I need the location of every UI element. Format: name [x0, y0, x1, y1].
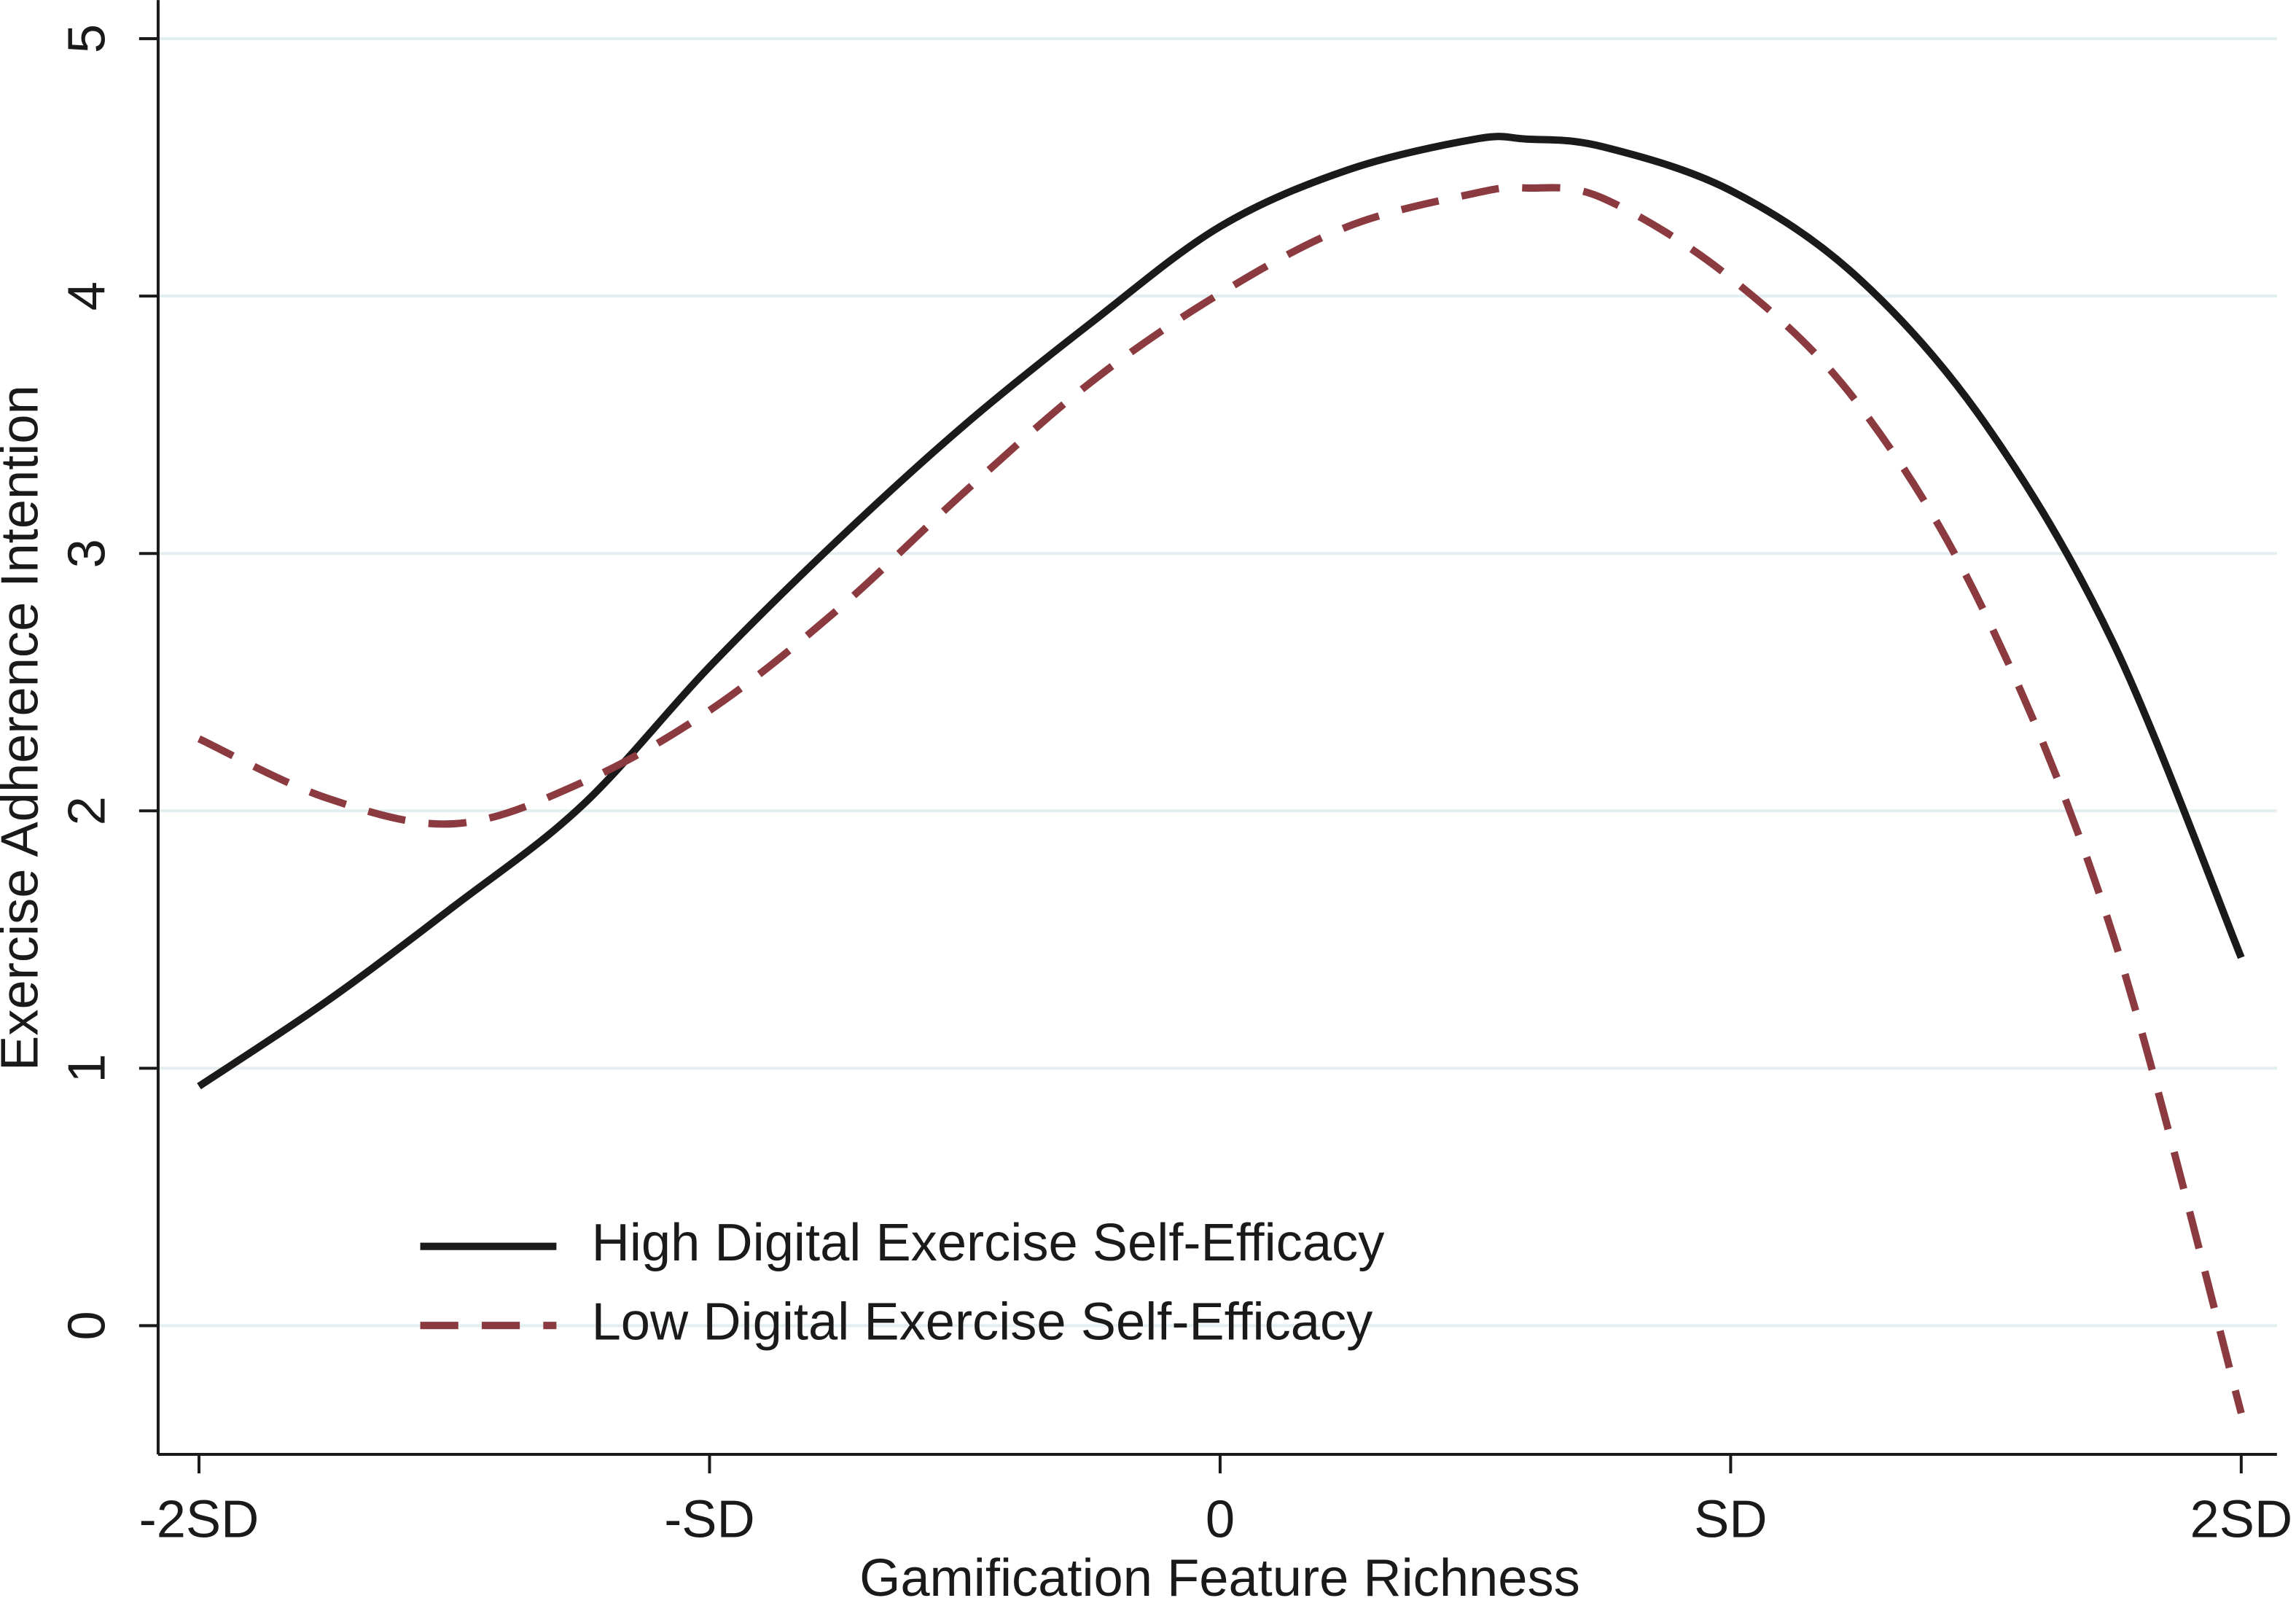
line-series — [197, 133, 2245, 1090]
x-tick-label: SD — [1694, 1491, 1767, 1549]
y-tick-label: 0 — [58, 1311, 117, 1340]
x-tick-label: 2SD — [2190, 1491, 2293, 1549]
y-tick-label: 5 — [58, 24, 117, 53]
x-axis-title: Gamification Feature Richness — [859, 1549, 1580, 1606]
y-tick-label: 2 — [58, 796, 117, 825]
legend-label: High Digital Exercise Self-Efficacy — [592, 1214, 1386, 1272]
line-series — [197, 184, 2245, 1414]
y-tick-label: 3 — [58, 539, 117, 568]
legend-label: Low Digital Exercise Self-Efficacy — [592, 1293, 1374, 1351]
y-tick-label: 1 — [58, 1053, 117, 1083]
y-axis-title: Exercise Adherence Intention — [0, 385, 49, 1071]
x-tick-label: -SD — [664, 1491, 755, 1549]
x-tick-label: 0 — [1206, 1491, 1235, 1549]
x-tick-label: -2SD — [139, 1491, 259, 1549]
y-tick-label: 4 — [58, 281, 117, 311]
